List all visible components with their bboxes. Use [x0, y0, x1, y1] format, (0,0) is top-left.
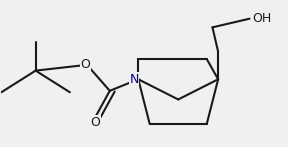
Text: O: O [90, 116, 101, 129]
Text: OH: OH [253, 12, 272, 25]
Text: N: N [129, 73, 139, 86]
Text: O: O [81, 58, 90, 71]
